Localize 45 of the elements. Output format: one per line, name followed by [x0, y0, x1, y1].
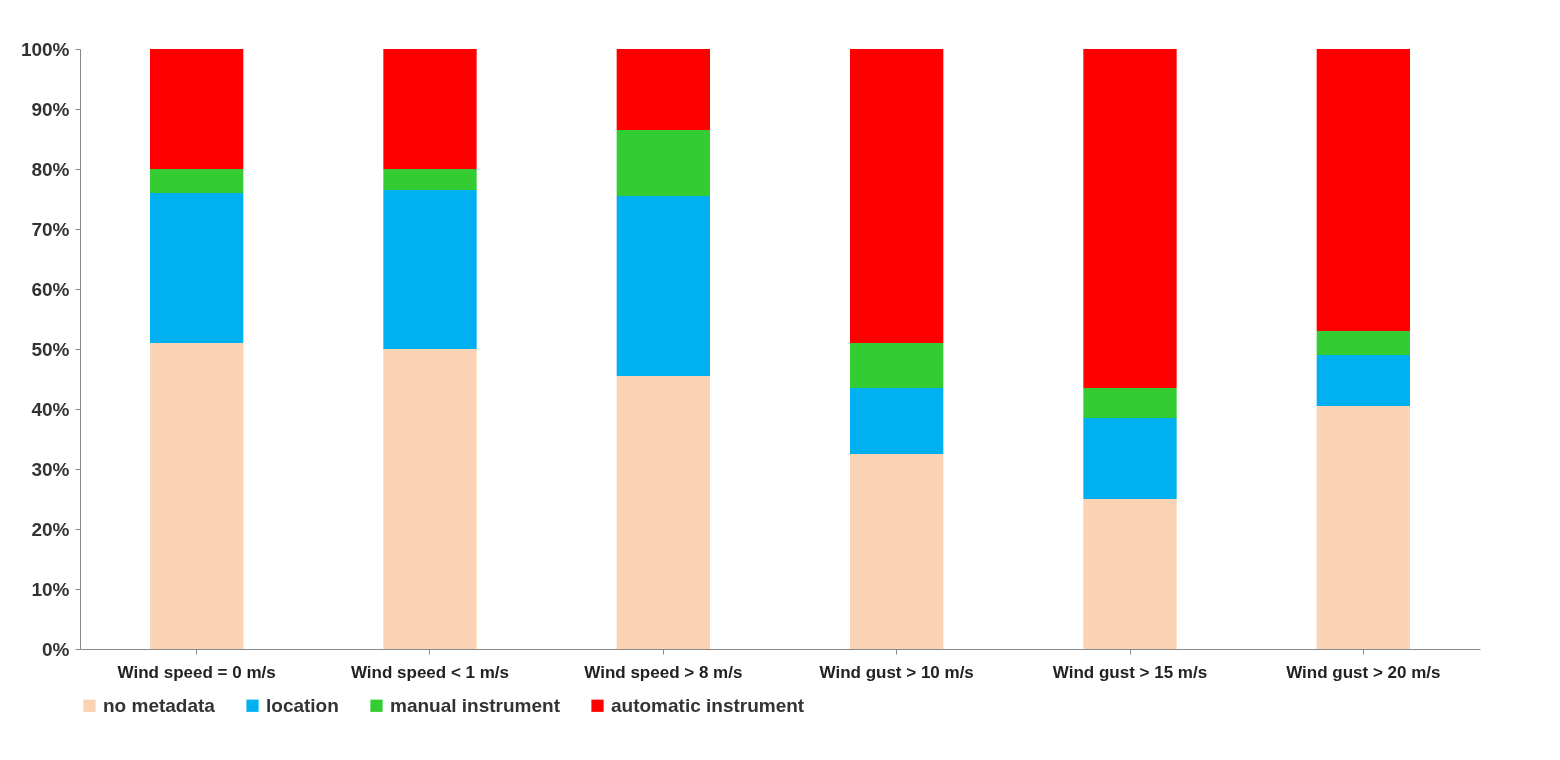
bar — [850, 343, 944, 388]
x-tick-label: Wind gust > 10 m/s — [819, 662, 974, 682]
y-tick-label: 10% — [31, 578, 70, 600]
x-tick-label: Wind speed > 8 m/s — [584, 662, 743, 682]
legend-label: location — [266, 694, 339, 716]
y-tick-label: 40% — [31, 398, 70, 420]
bar — [1083, 49, 1177, 388]
bar — [616, 376, 710, 649]
y-tick-label: 90% — [31, 98, 70, 120]
legend-label: no metadata — [103, 694, 216, 716]
y-tick-label: 0% — [42, 638, 70, 660]
y-tick-label: 50% — [31, 338, 70, 360]
bar — [850, 388, 944, 454]
y-tick-label: 30% — [31, 458, 70, 480]
bar — [150, 193, 244, 343]
bar — [1316, 355, 1410, 406]
bar — [1316, 406, 1410, 649]
x-tick-label: Wind speed = 0 m/s — [117, 662, 276, 682]
bar — [1083, 418, 1177, 499]
x-tick-label: Wind gust > 20 m/s — [1286, 662, 1441, 682]
bar — [1083, 388, 1177, 418]
bar — [383, 190, 477, 349]
y-tick-label: 70% — [31, 218, 70, 240]
bar — [850, 454, 944, 649]
bar — [383, 169, 477, 190]
bar — [616, 196, 710, 376]
legend-label: automatic instrument — [611, 694, 805, 716]
y-tick-label: 80% — [31, 158, 70, 180]
bar — [150, 169, 244, 193]
x-tick-label: Wind speed < 1 m/s — [350, 662, 510, 682]
bar — [150, 49, 244, 169]
y-tick-label: 100% — [20, 38, 70, 60]
bar — [1316, 331, 1410, 355]
y-tick-label: 20% — [31, 518, 70, 540]
bar — [616, 49, 710, 130]
bar — [383, 349, 477, 649]
bar — [616, 130, 710, 196]
legend-label: manual instrument — [390, 694, 561, 716]
bar — [1316, 49, 1410, 331]
bar — [150, 343, 244, 649]
y-tick-label: 60% — [31, 278, 70, 300]
x-tick-label: Wind gust > 15 m/s — [1052, 662, 1208, 682]
bar — [383, 49, 477, 169]
bar — [850, 49, 944, 343]
bar — [1083, 499, 1177, 649]
